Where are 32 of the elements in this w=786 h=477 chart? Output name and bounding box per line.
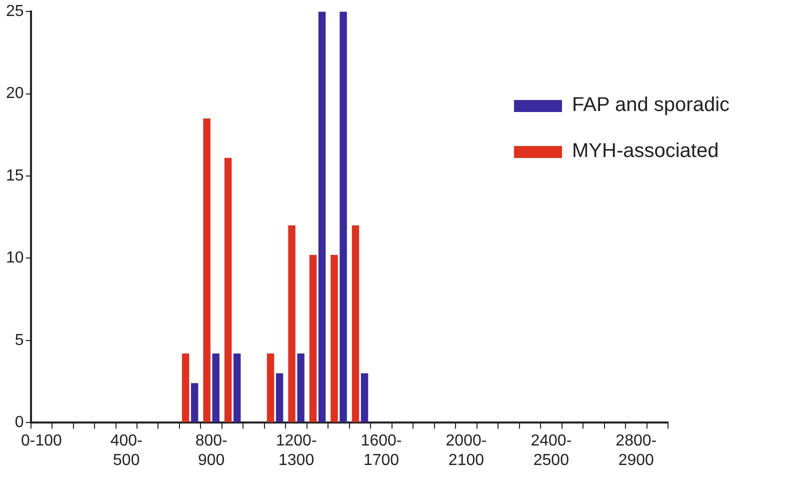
bar xyxy=(266,354,274,422)
bar xyxy=(191,383,198,422)
bar xyxy=(309,254,317,422)
y-tick-label: 10 xyxy=(6,250,24,267)
bar xyxy=(233,354,241,422)
y-tick-label: 0 xyxy=(14,414,24,432)
x-tick-label: 1600-1700 xyxy=(360,432,402,469)
x-tick-label: 2400-2500 xyxy=(530,432,572,469)
y-tick-label: 25 xyxy=(6,3,24,20)
bar xyxy=(224,158,232,422)
x-tick-label: 2000-2100 xyxy=(446,432,487,469)
y-tick-label: 20 xyxy=(6,85,24,102)
bar xyxy=(297,354,304,422)
bar xyxy=(340,12,347,422)
legend-label: MYH-associated xyxy=(572,140,719,164)
legend-label: FAP and sporadic xyxy=(572,94,730,118)
bar xyxy=(352,225,360,422)
bar xyxy=(360,373,368,422)
y-tick-label: 15 xyxy=(6,167,24,184)
bar xyxy=(330,254,338,422)
x-tick-label: 2800-2900 xyxy=(616,432,657,469)
bar xyxy=(318,12,326,422)
bar xyxy=(212,354,220,422)
y-tick-label: 5 xyxy=(14,332,24,349)
x-tick-label: 800-900 xyxy=(195,432,228,469)
bar xyxy=(203,118,210,422)
bar xyxy=(288,225,296,422)
x-tick-label: 0-100 xyxy=(20,432,62,450)
x-tick-label: 1200-1300 xyxy=(276,432,317,469)
x-tick-label: 400-500 xyxy=(110,432,142,469)
bar xyxy=(276,373,284,422)
bar xyxy=(182,354,190,422)
